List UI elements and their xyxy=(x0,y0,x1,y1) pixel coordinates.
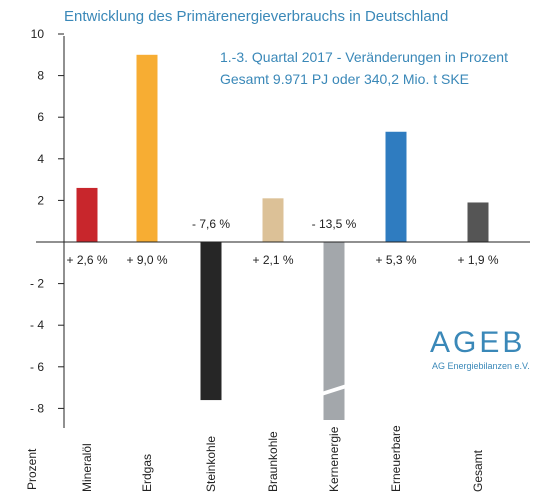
bar-steinkohle xyxy=(200,242,222,401)
ageb-logo: AGEB AG Energiebilanzen e.V. xyxy=(430,326,530,371)
value-label: + 2,1 % xyxy=(252,253,293,267)
y-tick-label: - 6 xyxy=(30,360,44,374)
category-label: Kernenergie xyxy=(327,426,341,492)
logo-text: AGEB xyxy=(430,326,525,359)
bar-mineralöl xyxy=(76,187,98,242)
chart-title: Entwicklung des Primärenergieverbrauchs … xyxy=(64,8,448,25)
y-tick-label: - 8 xyxy=(30,401,44,415)
bar-kernenergie xyxy=(323,242,345,420)
value-labels: + 2,6 % + 9,0 % - 7,6 % + 2,1 % - 13,5 % + 5,… xyxy=(66,217,498,267)
category-label: Gesamt xyxy=(471,449,485,492)
chart-subtitle-line-2: Gesamt 9.971 PJ oder 340,2 Mio. t SKE xyxy=(220,71,469,87)
category-label: Steinkohle xyxy=(204,436,218,492)
value-label: + 9,0 % xyxy=(126,253,167,267)
value-label: + 1,9 % xyxy=(457,253,498,267)
category-labels: Mineralöl Erdgas Steinkohle Braunkohle Kerne… xyxy=(80,425,485,492)
bar-erdgas xyxy=(136,54,158,242)
y-tick-label: - 2 xyxy=(30,277,44,291)
y-tick-label: - 4 xyxy=(30,318,44,332)
y-axis-label: Prozent xyxy=(25,448,39,490)
category-label: Braunkohle xyxy=(266,431,280,492)
y-axis-ticks: 10 8 6 4 2 - 2 - 4 - 6 - 8 xyxy=(30,27,64,415)
y-tick-label: 4 xyxy=(37,152,44,166)
axis-break-mark xyxy=(321,384,347,396)
value-label: + 2,6 % xyxy=(66,253,107,267)
bar-gesamt xyxy=(467,202,489,242)
logo-tagline: AG Energiebilanzen e.V. xyxy=(432,361,530,371)
y-tick-label: 6 xyxy=(37,110,44,124)
category-label: Mineralöl xyxy=(80,443,94,492)
value-label: - 13,5 % xyxy=(312,217,357,231)
bars xyxy=(76,54,489,420)
value-label: + 5,3 % xyxy=(375,253,416,267)
value-label: - 7,6 % xyxy=(192,217,230,231)
y-tick-label: 8 xyxy=(37,69,44,83)
y-tick-label: 10 xyxy=(31,27,45,41)
bar-braunkohle xyxy=(262,198,284,242)
category-label: Erdgas xyxy=(140,454,154,492)
chart-subtitle-line-1: 1.-3. Quartal 2017 - Veränderungen in Pr… xyxy=(220,49,508,65)
bar-erneuerbare xyxy=(385,131,407,242)
y-tick-label: 2 xyxy=(37,193,44,207)
category-label: Erneuerbare xyxy=(389,425,403,492)
